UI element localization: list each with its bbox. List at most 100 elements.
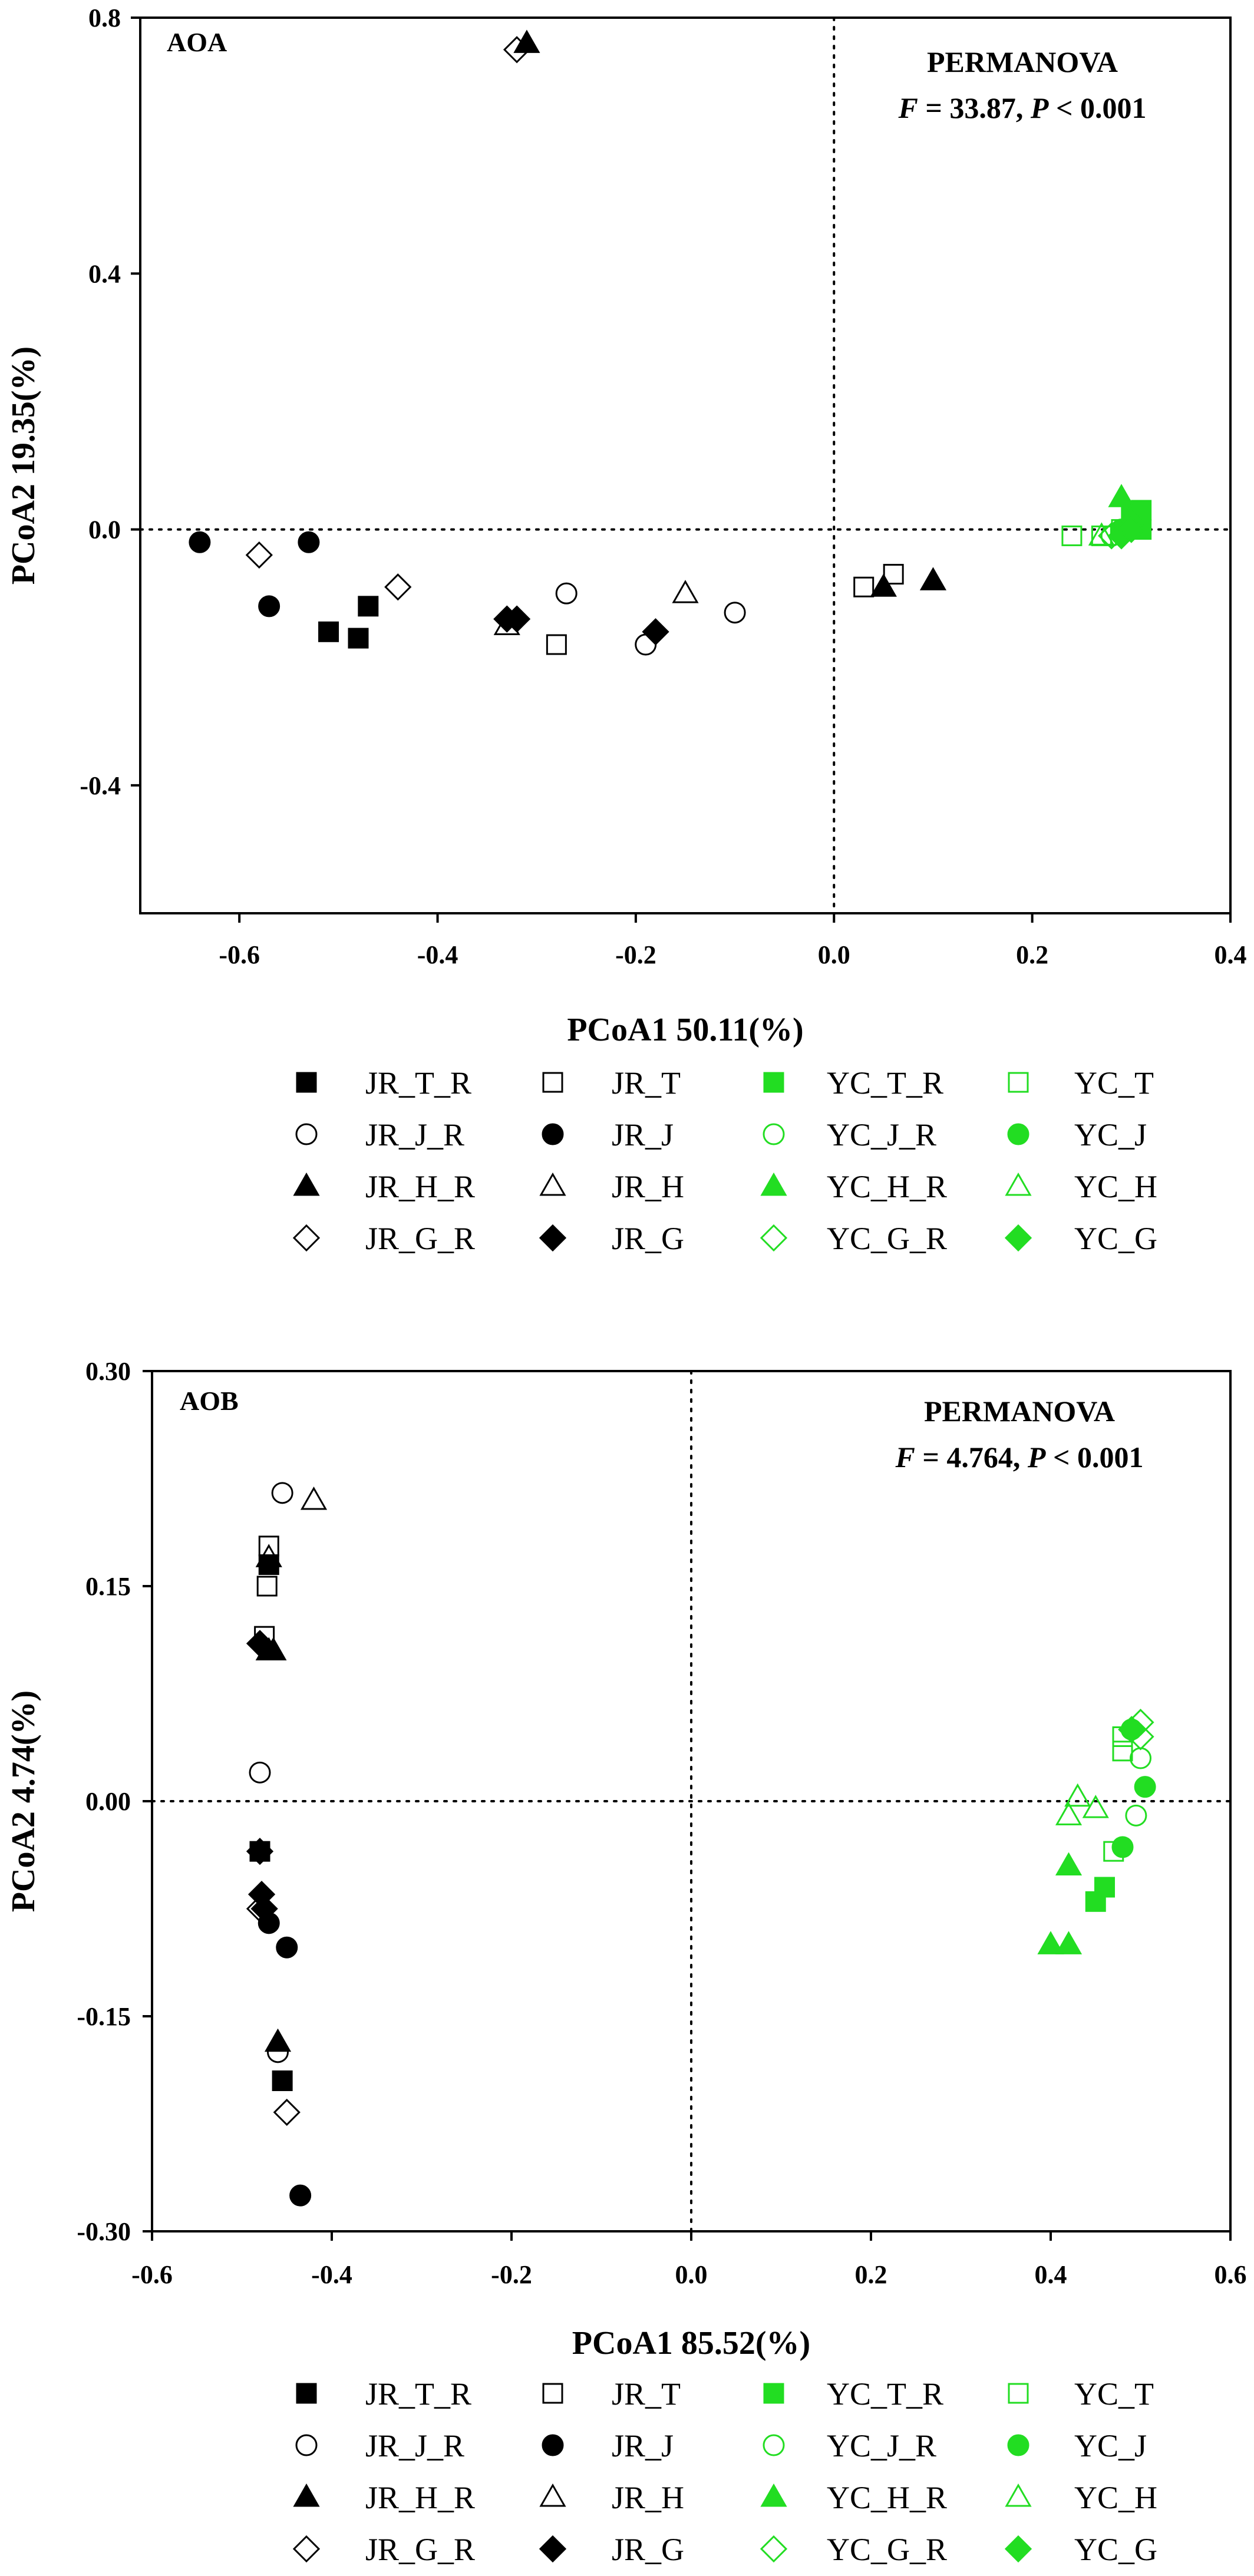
data-point-yc-j <box>1111 1836 1134 1858</box>
legend-label: JR_T <box>612 1065 681 1101</box>
data-point-jr-h-r <box>513 29 540 53</box>
aob-permanova-heading: PERMANOVA <box>924 1395 1115 1428</box>
legend-label: YC_G <box>1074 2532 1157 2567</box>
y-tick-label: 0.8 <box>88 4 121 32</box>
legend-marker-yc-g <box>1004 2535 1032 2563</box>
data-point-jr-t-r <box>318 621 339 642</box>
aob-reference-lines <box>151 1370 1232 2232</box>
legend-marker-jr-j-r <box>295 1123 318 1145</box>
x-tick-label: -0.6 <box>131 2260 173 2289</box>
aob-x-axis-label: PCoA1 85.52(%) <box>572 2325 810 2362</box>
legend-marker-yc-t <box>1008 1072 1029 1093</box>
data-point-jr-j-r <box>271 1482 293 1504</box>
data-point-yc-g <box>1117 516 1145 543</box>
aoa-panel-label: AOA <box>167 27 227 57</box>
legend-label: JR_J_R <box>365 2428 464 2463</box>
data-point-yc-t-r <box>1085 1891 1106 1912</box>
legend-marker-yc-j <box>1007 1123 1029 1145</box>
aoa-data-points <box>189 29 1152 656</box>
legend-label: YC_T_R <box>827 2376 943 2412</box>
data-point-jr-j-r <box>249 1761 271 1784</box>
legend-marker-jr-g <box>539 1224 567 1252</box>
legend-marker-yc-g-r <box>760 2535 788 2563</box>
x-tick-label: 0.4 <box>1215 940 1247 969</box>
aoa-x-axis-label: PCoA1 50.11(%) <box>567 1012 803 1048</box>
data-point-yc-h <box>1055 1802 1083 1825</box>
data-point-jr-h-r <box>264 2028 292 2052</box>
data-point-jr-t <box>546 634 567 655</box>
x-tick-label: 0.2 <box>855 2260 887 2289</box>
data-point-yc-t <box>1061 525 1083 546</box>
aoa-legend: JR_T_R JR_T YC_T_R YC_T JR_J_R JR_J YC_J_R YC_J… <box>292 1065 1157 1256</box>
aoa-reference-lines <box>139 16 1232 914</box>
data-point-yc-j-r <box>1125 1804 1147 1827</box>
y-tick-label: -0.15 <box>77 2002 131 2031</box>
data-point-jr-g-r <box>245 541 273 569</box>
data-point-jr-t <box>256 1576 278 1597</box>
x-tick-label: -0.4 <box>311 2260 352 2289</box>
data-point-jr-g-r <box>273 2098 301 2126</box>
legend-marker-yc-t-r <box>763 2383 784 2404</box>
legend-marker-jr-g-r <box>292 2535 321 2563</box>
legend-label: JR_H <box>612 1169 684 1204</box>
legend-marker-jr-t <box>542 1072 563 1093</box>
y-tick-label: 0.00 <box>85 1787 131 1816</box>
x-tick-label: -0.4 <box>417 940 458 969</box>
legend-marker-jr-h <box>539 2483 566 2507</box>
legend-marker-yc-t <box>1008 2383 1029 2404</box>
x-tick-label: 0.2 <box>1016 940 1048 969</box>
data-point-yc-h-r <box>1055 1852 1083 1875</box>
aob-data-points <box>246 1482 1156 2207</box>
data-point-jr-t <box>258 1535 279 1557</box>
y-tick-label: -0.30 <box>77 2217 131 2246</box>
aob-legend: JR_T_R JR_T YC_T_R YC_T JR_J_R JR_J YC_J_R YC_J… <box>292 2376 1157 2567</box>
aob-axis-ticks: -0.6 -0.4 -0.2 0.0 0.2 0.4 0.6 -0.30 -0.15 0.00 0.… <box>77 1357 1246 2289</box>
data-point-yc-h <box>1082 1795 1109 1818</box>
data-point-jr-g <box>503 605 531 633</box>
legend-marker-yc-h-r <box>760 1172 787 1196</box>
legend-marker-yc-t-r <box>763 1072 784 1093</box>
legend-label: YC_G_R <box>827 2532 947 2567</box>
data-point-yc-h-r <box>1055 1931 1083 1954</box>
legend-label: JR_J_R <box>365 1117 464 1152</box>
legend-marker-yc-j-r <box>763 2434 785 2456</box>
aoa-permanova-stats: F = 33.87, P < 0.001 <box>898 91 1147 124</box>
aoa-permanova-heading: PERMANOVA <box>927 45 1118 78</box>
data-point-yc-j <box>1134 1776 1156 1798</box>
aob-y-axis-label: PCoA2 4.74(%) <box>5 1690 42 1912</box>
legend-label: JR_J <box>612 1117 674 1152</box>
data-point-jr-h <box>255 1544 282 1567</box>
data-point-jr-j <box>189 531 211 553</box>
data-point-yc-h <box>1064 1783 1091 1807</box>
y-tick-label: 0.30 <box>85 1357 131 1386</box>
legend-marker-jr-h-r <box>293 1172 320 1196</box>
legend-marker-jr-g-r <box>292 1224 321 1252</box>
x-tick-label: 0.0 <box>675 2260 708 2289</box>
y-tick-label: -0.4 <box>80 771 121 800</box>
data-point-jr-h <box>300 1486 328 1510</box>
data-point-jr-j <box>289 2184 312 2207</box>
data-point-jr-h <box>672 580 699 603</box>
legend-marker-yc-g <box>1004 1224 1032 1252</box>
legend-label: YC_G <box>1074 1221 1157 1256</box>
x-tick-label: -0.6 <box>219 940 260 969</box>
aoa-y-axis-label: PCoA2 19.35(%) <box>5 346 42 584</box>
aob-permanova-stats: F = 4.764, P < 0.001 <box>895 1441 1144 1474</box>
data-point-jr-g-r <box>503 36 531 64</box>
legend-marker-yc-j <box>1007 2434 1029 2456</box>
data-point-yc-h-r <box>1108 484 1135 507</box>
legend-label: YC_T <box>1074 1065 1154 1101</box>
legend-label: JR_G <box>612 2532 684 2567</box>
legend-marker-jr-j <box>542 2434 564 2456</box>
y-tick-label: 0.4 <box>88 259 121 288</box>
data-point-jr-g <box>642 618 669 646</box>
legend-marker-jr-t <box>542 2383 563 2404</box>
data-point-jr-t <box>883 564 904 585</box>
legend-label: YC_J <box>1074 1117 1147 1152</box>
legend-label: YC_H <box>1074 2480 1157 2515</box>
legend-marker-yc-h-r <box>760 2483 787 2507</box>
legend-marker-jr-t-r <box>296 1072 317 1093</box>
aoa-axis-ticks: -0.6 -0.4 -0.2 0.0 0.2 0.4 -0.4 0.0 0.4 0.8 <box>80 4 1246 969</box>
data-point-jr-t-r <box>272 2070 293 2091</box>
